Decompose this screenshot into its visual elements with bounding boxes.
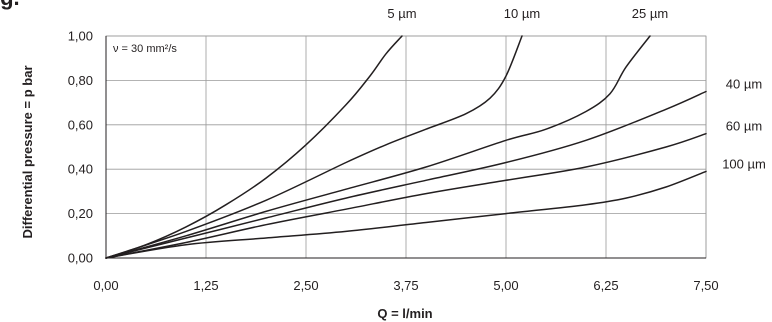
y-tick-label: 0,40	[68, 162, 93, 177]
series-label-5: 100 µm	[722, 156, 766, 171]
y-tick-label: 0,80	[68, 73, 93, 88]
series-label-4: 60 µm	[726, 119, 762, 134]
x-tick-label: 3,75	[393, 278, 418, 293]
x-tick-label: 7,50	[693, 278, 718, 293]
x-tick-label: 6,25	[593, 278, 618, 293]
y-tick-label: 0,20	[68, 206, 93, 221]
series-line-1	[105, 35, 523, 259]
series-line-0	[105, 35, 403, 259]
y-tick-label: 0,00	[68, 251, 93, 266]
series-label-0: 5 µm	[387, 6, 416, 21]
y-tick-labels: 0,00 0,20 0,40 0,60 0,80 1,00	[68, 29, 93, 266]
x-tick-label: 2,50	[293, 278, 318, 293]
y-axis-label: Differential pressure = p bar	[20, 65, 35, 238]
x-tick-label: 0,00	[93, 278, 118, 293]
series-label-3: 40 µm	[726, 77, 762, 92]
y-tick-label: 1,00	[68, 29, 93, 44]
x-tick-labels: 0,00 1,25 2,50 3,75 5,00 6,25 7,50	[93, 278, 718, 293]
series-labels: 5 µm 10 µm 25 µm 40 µm 60 µm 100 µm	[387, 6, 765, 171]
series-label-2: 25 µm	[632, 6, 668, 21]
cut-off-figure-title: ig.	[0, 0, 20, 10]
x-tick-label: 1,25	[193, 278, 218, 293]
series-line-2	[105, 35, 651, 259]
series-label-1: 10 µm	[504, 6, 540, 21]
x-tick-label: 5,00	[493, 278, 518, 293]
series-line-4	[105, 132, 707, 259]
chart-axes	[105, 36, 706, 259]
x-axis-label: Q = l/min	[377, 306, 432, 321]
y-tick-label: 0,60	[68, 117, 93, 132]
chart-series	[105, 35, 707, 259]
series-line-5	[105, 170, 707, 259]
series-line-3	[105, 90, 707, 259]
viscosity-annotation: ν = 30 mm²/s	[113, 43, 177, 55]
